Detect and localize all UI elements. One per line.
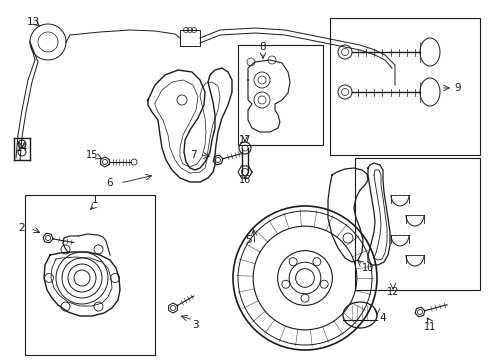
Text: 10: 10 — [362, 263, 374, 273]
Text: 5: 5 — [245, 235, 251, 245]
Text: 15: 15 — [86, 150, 98, 160]
Text: 11: 11 — [424, 322, 436, 332]
Text: 2: 2 — [19, 223, 25, 233]
Text: 9: 9 — [455, 83, 461, 93]
Text: 13: 13 — [26, 17, 40, 27]
Bar — [25, 195, 155, 355]
Text: 12: 12 — [387, 287, 399, 297]
Text: 17: 17 — [239, 135, 251, 145]
Text: 7: 7 — [190, 150, 196, 160]
Bar — [330, 18, 480, 155]
Text: 16: 16 — [239, 175, 251, 185]
Text: 1: 1 — [92, 195, 98, 205]
Text: 14: 14 — [16, 143, 28, 153]
Bar — [180, 30, 200, 46]
Text: 3: 3 — [192, 320, 198, 330]
Text: 6: 6 — [107, 178, 113, 188]
Text: 8: 8 — [260, 42, 266, 52]
Text: 4: 4 — [380, 313, 386, 323]
Bar — [238, 45, 323, 145]
Bar — [355, 158, 480, 290]
